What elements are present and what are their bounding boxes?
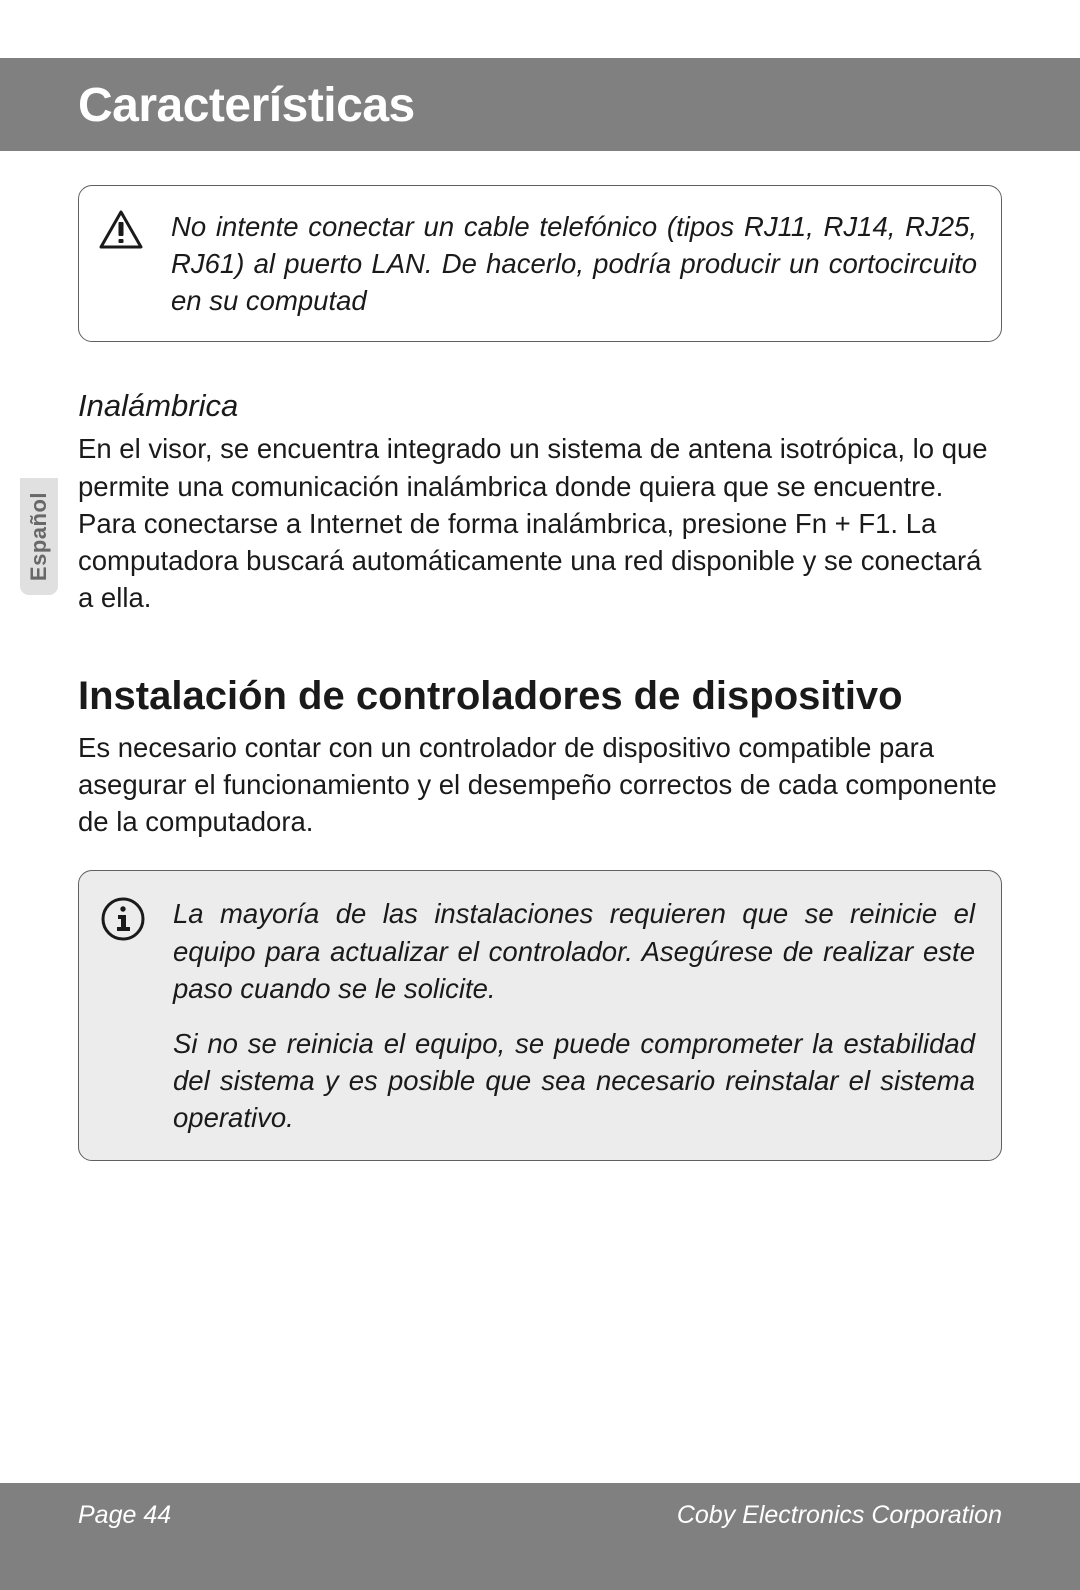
footer: Page 44 Coby Electronics Corporation xyxy=(0,1483,1080,1590)
header-bar: Características xyxy=(0,58,1080,151)
wireless-heading: Inalámbrica xyxy=(78,388,1002,424)
drivers-body: Es necesario contar con un controlador d… xyxy=(78,729,1002,840)
wireless-body: En el visor, se encuentra integrado un s… xyxy=(78,430,1002,616)
page-title: Características xyxy=(78,78,1002,133)
warning-text: No intente conectar un cable telefónico … xyxy=(171,208,977,319)
language-tab: Español xyxy=(20,478,58,595)
footer-page: Page 44 xyxy=(78,1501,171,1530)
warning-icon xyxy=(99,210,143,255)
info-icon xyxy=(101,897,145,946)
info-para-1: La mayoría de las instalaciones requiere… xyxy=(173,895,975,1006)
info-box: La mayoría de las instalaciones requiere… xyxy=(78,870,1002,1161)
warning-box: No intente conectar un cable telefónico … xyxy=(78,185,1002,342)
info-para-2: Si no se reinicia el equipo, se puede co… xyxy=(173,1025,975,1136)
info-text: La mayoría de las instalaciones requiere… xyxy=(173,895,975,1136)
content-area: No intente conectar un cable telefónico … xyxy=(0,185,1080,1161)
footer-company: Coby Electronics Corporation xyxy=(677,1501,1002,1530)
language-tab-label: Español xyxy=(26,492,52,581)
drivers-heading: Instalación de controladores de disposit… xyxy=(78,674,1002,719)
